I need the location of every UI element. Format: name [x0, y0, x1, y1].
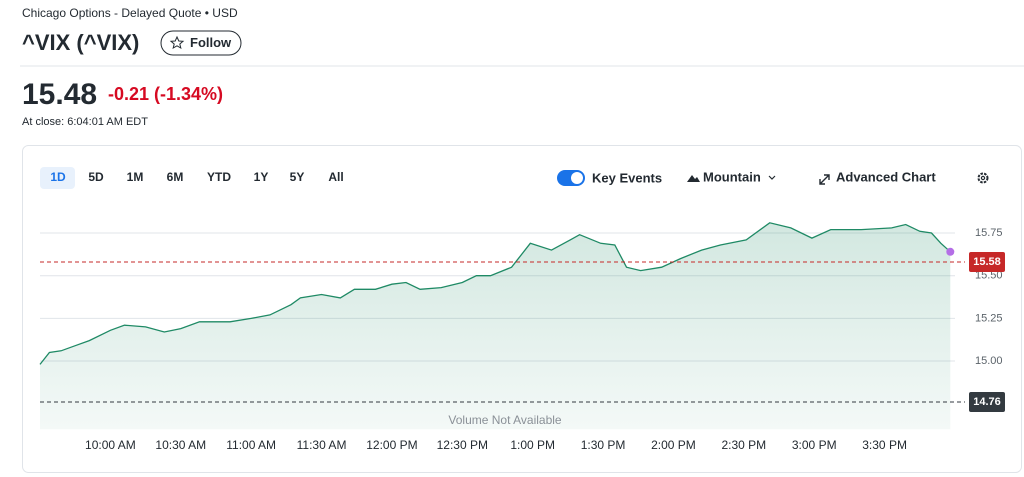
- range-button[interactable]: 6M: [167, 170, 184, 184]
- x-tick-label: 3:00 PM: [792, 438, 837, 452]
- x-tick-label: 2:30 PM: [721, 438, 766, 452]
- range-button[interactable]: All: [328, 170, 343, 184]
- x-tick-label: 12:00 PM: [366, 438, 417, 452]
- range-button[interactable]: YTD: [207, 170, 231, 184]
- last-point: [946, 247, 955, 256]
- advanced-chart[interactable]: Advanced Chart: [836, 169, 936, 184]
- line: [39, 222, 951, 365]
- close-time: At close: 6:04:01 AM EDT: [22, 116, 148, 128]
- range-button[interactable]: 5D: [88, 170, 104, 184]
- range-selected: [40, 167, 75, 189]
- range-button[interactable]: 1Y: [254, 170, 269, 184]
- x-tick-label: 1:30 PM: [581, 438, 626, 452]
- x-tick-label: 10:00 AM: [85, 438, 136, 452]
- reference-label-box: [969, 391, 1005, 412]
- toggle-knob: [571, 172, 583, 184]
- volume-note: Volume Not Available: [448, 413, 562, 427]
- symbol: ^VIX (^VIX): [22, 30, 139, 55]
- settings-icon-core: [980, 175, 986, 181]
- y-tick-label: 15.75: [975, 227, 1003, 239]
- x-tick-label: 11:30 AM: [297, 438, 347, 452]
- chevron: [768, 175, 776, 180]
- range-button[interactable]: 1M: [127, 170, 144, 184]
- follow-button[interactable]: [160, 30, 242, 56]
- price: 15.48: [22, 78, 97, 111]
- key-events[interactable]: Key Events: [592, 170, 662, 185]
- change: -0.21 (-1.34%): [108, 84, 223, 104]
- expand-icon: [819, 174, 830, 185]
- x-tick-label: 12:30 PM: [437, 438, 488, 452]
- range-button[interactable]: 5Y: [290, 170, 305, 184]
- reference-label: 15.58: [973, 256, 1001, 268]
- settings-icon[interactable]: [977, 172, 989, 184]
- chart-type[interactable]: Mountain: [703, 169, 761, 184]
- x-tick-label: 11:00 AM: [226, 438, 276, 452]
- y-tick-label: 15.25: [975, 312, 1003, 324]
- x-tick-label: 10:30 AM: [155, 438, 206, 452]
- area: [40, 222, 951, 430]
- x-tick-label: 1:00 PM: [510, 438, 555, 452]
- x-tick-label: 3:30 PM: [862, 438, 907, 452]
- reference-label: 14.76: [973, 396, 1001, 408]
- y-tick-label: 15.50: [975, 270, 1003, 282]
- mountain-icon: [687, 175, 700, 182]
- exchange: Chicago Options - Delayed Quote • USD: [22, 6, 238, 20]
- y-tick-label: 15.00: [975, 355, 1003, 367]
- follow-label[interactable]: Follow: [190, 35, 232, 50]
- range-button[interactable]: 1D: [50, 170, 66, 184]
- star-icon: [169, 35, 185, 50]
- x-tick-label: 2:00 PM: [651, 438, 696, 452]
- reference-label-box: [969, 252, 1005, 273]
